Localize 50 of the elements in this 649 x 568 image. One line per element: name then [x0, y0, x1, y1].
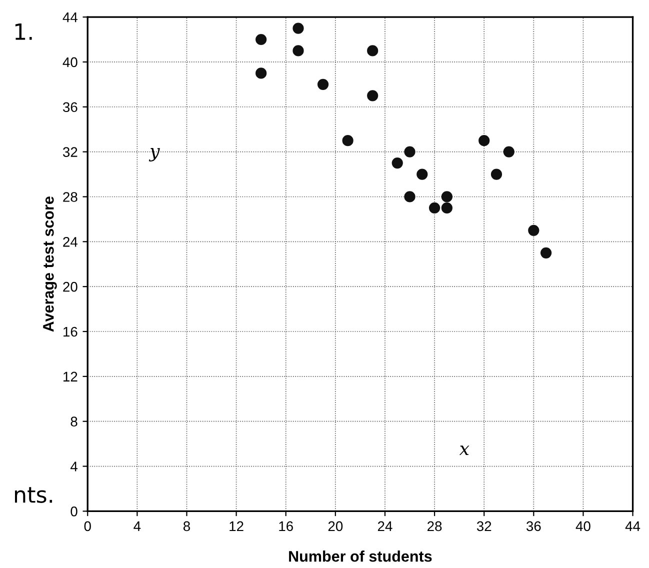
x-tick-label: 44: [625, 521, 640, 531]
x-tick-label: 12: [230, 521, 244, 531]
x-tick-label: 4: [134, 521, 141, 531]
point: [490, 168, 502, 180]
y-tick-label: 4: [70, 462, 78, 472]
point: [367, 90, 378, 102]
point: [404, 146, 416, 158]
x-tick-label: 28: [428, 521, 442, 532]
y-tick-label: 20: [63, 282, 78, 292]
x-tick-label: 20: [328, 521, 343, 532]
y-tick-label: 40: [62, 57, 78, 68]
point: [392, 157, 403, 169]
y-tick-label: 12: [64, 372, 78, 382]
annotation: y: [148, 148, 160, 162]
x-tick-label: 0: [84, 521, 91, 532]
point: [317, 78, 329, 90]
point: [503, 146, 514, 158]
point: [292, 22, 304, 34]
y-tick-label: 8: [70, 416, 78, 427]
x-tick-label: 40: [576, 521, 590, 532]
point: [441, 191, 452, 202]
x-tick-label: 24: [378, 521, 392, 531]
point: [428, 202, 440, 214]
y-tick-label: 28: [63, 192, 78, 202]
point: [416, 168, 428, 180]
point: [540, 247, 552, 258]
point: [292, 45, 304, 56]
x-tick-label: 8: [183, 521, 190, 532]
point: [342, 135, 354, 146]
y-axis-title: Average test score: [43, 196, 57, 332]
y-tick-label: 36: [62, 102, 78, 112]
point: [441, 202, 452, 214]
x-axis-title: Number of students: [289, 550, 432, 562]
text: nts.: [14, 487, 52, 503]
y-tick-label: 16: [64, 326, 78, 337]
point: [528, 224, 540, 236]
point: [256, 68, 267, 79]
x-tick-label: 16: [279, 521, 293, 532]
point: [367, 45, 378, 56]
x-tick-label: 32: [476, 521, 492, 532]
y-tick-label: 44: [62, 12, 78, 22]
x-tick-label: 36: [526, 521, 541, 532]
annotation: x: [459, 446, 470, 456]
point: [256, 34, 267, 46]
y-tick-label: 0: [70, 506, 78, 516]
point: [478, 135, 490, 146]
text: 1.: [15, 24, 32, 40]
y-tick-label: 24: [63, 236, 78, 247]
point: [404, 191, 416, 202]
y-tick-label: 32: [62, 147, 78, 157]
